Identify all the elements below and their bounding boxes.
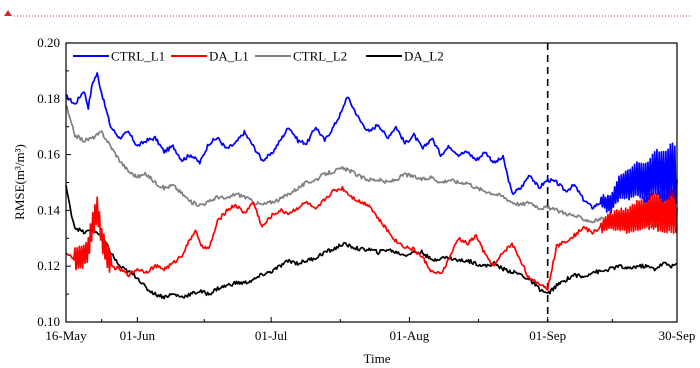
- y-tick-label: 0.10: [37, 314, 60, 329]
- x-tick-label: 16-May: [45, 328, 87, 343]
- series-line-ctrl-l1: [65, 72, 678, 214]
- legend-label-da-l1: DA_L1: [209, 49, 249, 64]
- x-tick-label: 01-Sep: [529, 328, 566, 343]
- y-tick-label: 0.14: [37, 202, 60, 217]
- x-tick-label: 30-Sep: [659, 328, 696, 343]
- x-axis-label: Time: [364, 351, 391, 366]
- y-tick-label: 0.16: [37, 147, 60, 162]
- legend-label-da-l2: DA_L2: [404, 49, 444, 64]
- series-line-ctrl-l2: [65, 104, 678, 230]
- y-axis-label: RMSE(m³/m³): [12, 144, 27, 220]
- axes: 0.10 0.12 0.14 0.16 0.18 0.20 16-May 01-Jun 01-J…: [37, 35, 695, 343]
- header-marker-icon: [4, 10, 12, 16]
- legend: CTRL_L1 DA_L1 CTRL_L2 DA_L2: [73, 49, 444, 64]
- x-tick-label: 01-Jul: [255, 328, 288, 343]
- series-line-da-l1: [65, 185, 678, 291]
- x-tick-label: 01-Jun: [120, 328, 156, 343]
- legend-label-ctrl-l2: CTRL_L2: [293, 49, 347, 64]
- y-tick-label: 0.18: [37, 91, 60, 106]
- plot-frame: [65, 42, 678, 323]
- y-tick-label: 0.12: [37, 258, 60, 273]
- series-line-da-l2: [65, 184, 678, 300]
- x-tick-label: 01-Aug: [390, 328, 430, 343]
- legend-label-ctrl-l1: CTRL_L1: [111, 49, 165, 64]
- y-tick-label: 0.20: [37, 35, 60, 50]
- plot-area: [65, 43, 678, 322]
